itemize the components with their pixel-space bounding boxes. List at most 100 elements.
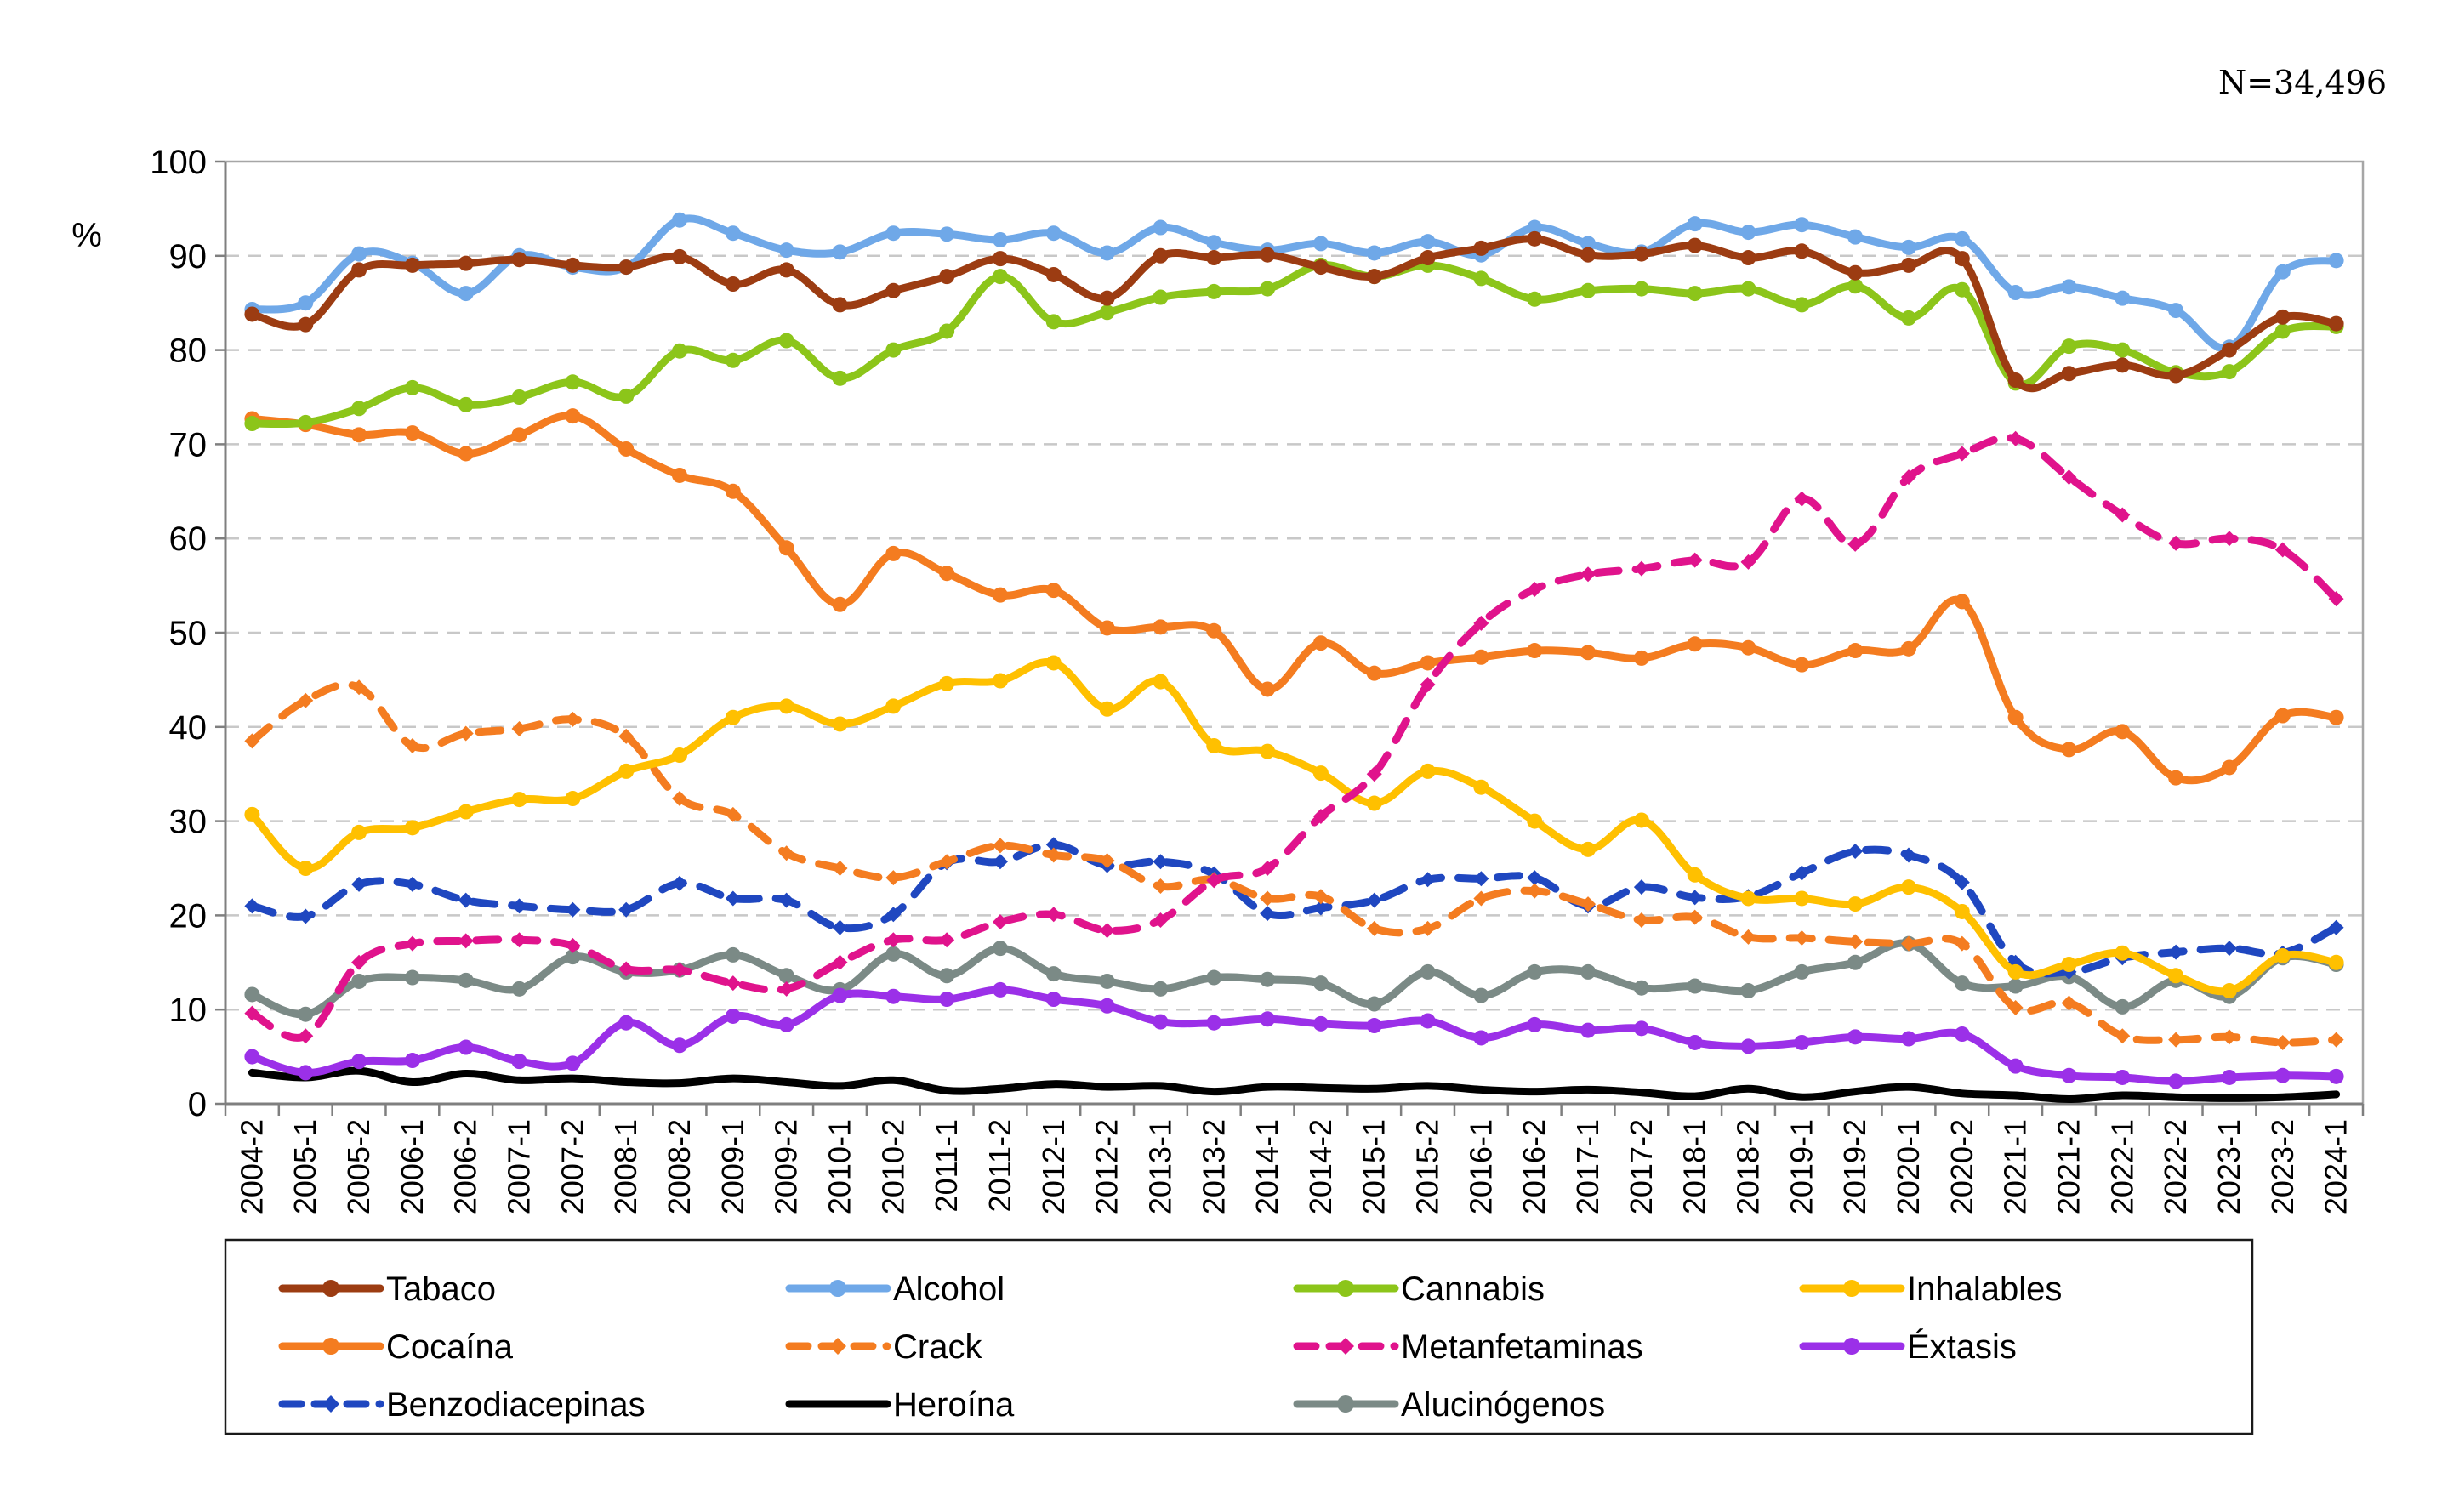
- data-point: [511, 721, 527, 737]
- data-point: [1420, 920, 1436, 936]
- data-point: [832, 596, 848, 612]
- data-point: [2274, 264, 2291, 280]
- data-point: [1206, 1015, 1222, 1031]
- data-point: [1954, 251, 1970, 267]
- data-point: [1206, 622, 1222, 639]
- data-point: [2221, 531, 2237, 547]
- data-point: [2328, 919, 2344, 935]
- data-point: [1687, 216, 1703, 232]
- data-point: [1312, 236, 1329, 252]
- series-line-tabaco: [248, 235, 2341, 393]
- data-point: [1900, 469, 1916, 486]
- data-point: [404, 737, 420, 753]
- x-tick-label: 2010-1: [822, 1119, 857, 1214]
- data-point: [832, 861, 848, 876]
- series-extasis: [244, 981, 2344, 1089]
- legend-item-heroina: Heroína: [785, 1386, 1015, 1424]
- data-point: [1794, 491, 1810, 507]
- x-tick-label: 2005-1: [287, 1119, 322, 1214]
- data-point: [2274, 708, 2291, 724]
- data-point: [1153, 247, 1169, 264]
- data-point: [885, 932, 902, 948]
- legend-item-cocaina: Cocaína: [278, 1328, 514, 1366]
- y-tick-label: 30: [169, 804, 208, 841]
- data-point: [2007, 978, 2024, 994]
- data-point: [1900, 935, 1916, 952]
- data-point: [939, 854, 955, 870]
- data-point: [1473, 890, 1489, 907]
- data-point: [2061, 338, 2077, 355]
- x-tick-label: 2009-2: [769, 1119, 804, 1214]
- data-point: [2328, 709, 2344, 725]
- x-tick-label: 2007-2: [555, 1119, 589, 1214]
- legend-label: Inhalables: [1907, 1270, 2062, 1308]
- legend-item-alucinogenos: Alucinógenos: [1293, 1386, 1605, 1424]
- y-tick-label: 20: [169, 897, 208, 935]
- data-point: [244, 806, 260, 822]
- data-point: [1687, 552, 1703, 568]
- data-point: [832, 370, 848, 386]
- data-point: [1580, 566, 1597, 583]
- data-point: [2061, 366, 2077, 382]
- data-point: [1633, 812, 1649, 828]
- data-point: [1099, 853, 1115, 869]
- data-point: [832, 919, 848, 935]
- data-point: [2007, 1058, 2024, 1074]
- data-point: [1954, 903, 1970, 919]
- series-line-alucinogenos: [248, 939, 2341, 1019]
- data-point: [404, 1053, 420, 1069]
- data-point: [778, 981, 794, 997]
- data-point: [2274, 309, 2291, 325]
- y-tick-label: 80: [169, 333, 208, 370]
- data-point: [1260, 906, 1276, 922]
- data-point: [1633, 912, 1649, 928]
- x-tick-label: 2024-1: [2319, 1119, 2354, 1214]
- legend-swatch-marker: [1843, 1280, 1860, 1297]
- data-point: [2221, 342, 2237, 358]
- data-point: [1633, 281, 1649, 297]
- data-point: [2115, 945, 2131, 961]
- x-tick-label: 2007-1: [502, 1119, 537, 1214]
- data-point: [351, 824, 367, 840]
- data-point: [778, 698, 794, 714]
- data-point: [351, 876, 367, 892]
- data-point: [1527, 870, 1543, 886]
- data-point: [1206, 969, 1222, 986]
- data-point: [1206, 873, 1222, 889]
- data-point: [1045, 225, 1062, 242]
- data-point: [1260, 861, 1276, 876]
- data-point: [992, 587, 1008, 603]
- data-point: [618, 901, 635, 918]
- data-point: [1687, 867, 1703, 883]
- data-point: [1687, 890, 1703, 906]
- data-point: [1260, 247, 1276, 263]
- data-point: [2221, 983, 2237, 999]
- series-heroina: [248, 1066, 2341, 1103]
- data-point: [2168, 770, 2184, 786]
- x-tick-label: 2011-2: [982, 1119, 1017, 1212]
- data-point: [1260, 1011, 1276, 1027]
- data-point: [672, 467, 688, 483]
- data-point: [1580, 1022, 1597, 1038]
- data-point: [832, 954, 848, 970]
- data-point: [1153, 878, 1169, 895]
- data-point: [1687, 978, 1703, 994]
- x-tick-label: 2018-2: [1731, 1119, 1766, 1214]
- data-point: [511, 389, 527, 405]
- data-point: [1847, 1029, 1864, 1045]
- data-point: [1633, 560, 1649, 577]
- legend-label: Cannabis: [1401, 1270, 1545, 1308]
- data-point: [458, 972, 474, 988]
- data-point: [1366, 996, 1382, 1012]
- data-point: [992, 673, 1008, 689]
- data-point: [2221, 941, 2237, 957]
- data-point: [1045, 314, 1062, 330]
- data-point: [1900, 1031, 1916, 1047]
- legend-swatch-marker: [1843, 1338, 1860, 1355]
- series-line-crack: [248, 680, 2341, 1047]
- data-point: [2328, 1068, 2344, 1084]
- data-point: [458, 286, 474, 302]
- data-point: [2115, 342, 2131, 358]
- data-point: [298, 908, 314, 924]
- data-point: [565, 937, 581, 953]
